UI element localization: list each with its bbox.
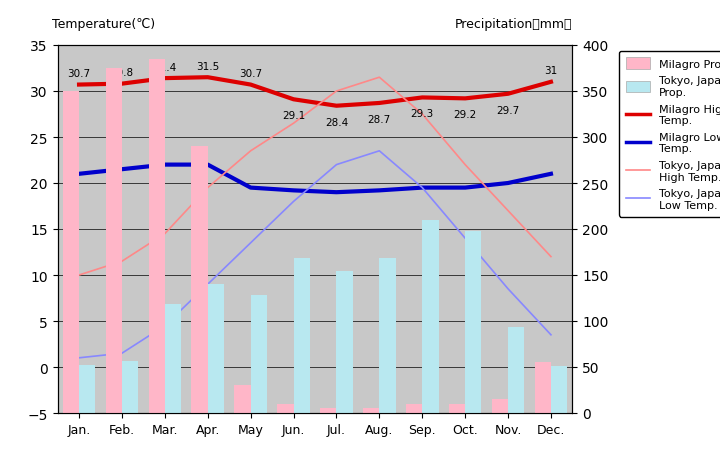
Text: 30.8: 30.8 [110, 68, 133, 78]
Text: 31.5: 31.5 [196, 62, 220, 72]
Bar [449, 404, 465, 413]
Bar [508, 328, 524, 413]
Bar [535, 363, 551, 413]
Bar [379, 259, 396, 413]
Bar [465, 231, 482, 413]
Text: 29.2: 29.2 [454, 110, 477, 120]
Bar [363, 409, 379, 413]
Text: 30.7: 30.7 [239, 69, 262, 79]
Text: 29.3: 29.3 [410, 109, 434, 119]
Bar [336, 272, 353, 413]
Bar [492, 399, 508, 413]
Bar [234, 386, 251, 413]
Bar [277, 404, 294, 413]
Text: 29.1: 29.1 [282, 111, 305, 121]
Bar [106, 69, 122, 413]
Bar [148, 60, 165, 413]
Text: 28.7: 28.7 [368, 115, 391, 125]
Bar [192, 147, 208, 413]
Text: Precipitation（mm）: Precipitation（mm） [455, 18, 572, 31]
Bar [208, 285, 224, 413]
Text: 28.4: 28.4 [325, 118, 348, 128]
Bar [165, 305, 181, 413]
Bar [294, 259, 310, 413]
Bar [63, 92, 79, 413]
Text: 31: 31 [544, 66, 557, 76]
Bar [320, 409, 336, 413]
Text: 31.4: 31.4 [153, 62, 176, 73]
Legend: Milagro Prop., Tokyo, Japan
Prop., Milagro High
Temp., Milagro Low
Temp., Tokyo,: Milagro Prop., Tokyo, Japan Prop., Milag… [619, 51, 720, 217]
Text: 30.7: 30.7 [68, 69, 91, 79]
Text: 29.7: 29.7 [496, 106, 520, 116]
Bar [422, 220, 438, 413]
Bar [251, 296, 267, 413]
Bar [122, 362, 138, 413]
Bar [551, 366, 567, 413]
Bar [79, 365, 95, 413]
Bar [406, 404, 422, 413]
Text: Temperature(℃): Temperature(℃) [53, 18, 156, 31]
